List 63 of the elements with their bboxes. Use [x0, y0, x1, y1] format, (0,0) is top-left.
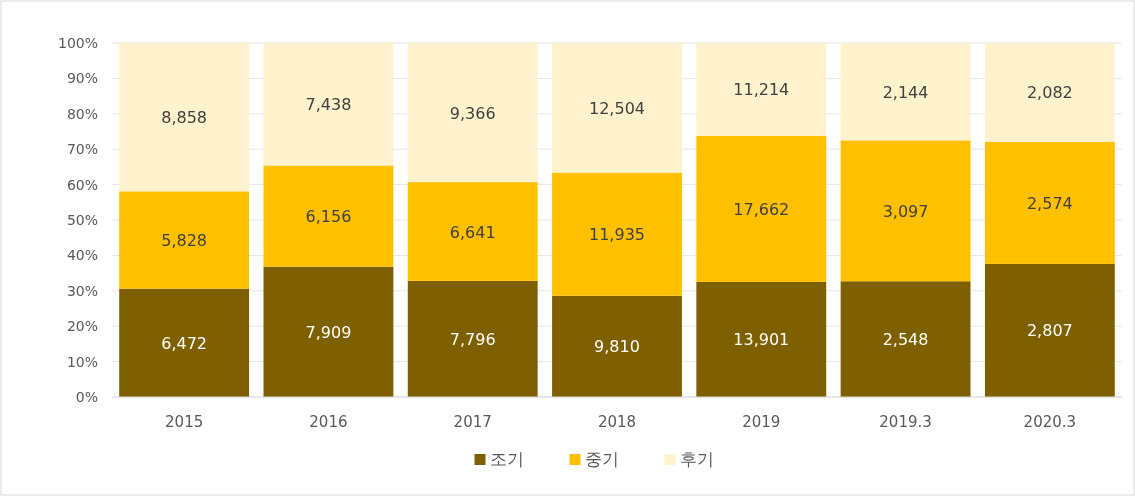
bar — [407, 43, 538, 183]
bar — [263, 43, 394, 166]
x-tick-label: 2017 — [453, 413, 492, 431]
legend-label: 중기 — [584, 449, 619, 469]
bar — [984, 43, 1115, 142]
annotation: 2,144 — [882, 82, 929, 102]
x-tick-label: 2020.3 — [1023, 413, 1077, 431]
annotation: 7,796 — [449, 329, 496, 349]
x-tick-label: 2015 — [165, 413, 204, 431]
y-tick-label: 90% — [66, 70, 98, 87]
bar — [263, 165, 394, 267]
bar — [696, 135, 827, 282]
annotation: 17,662 — [733, 199, 790, 219]
annotation: 3,097 — [882, 201, 929, 221]
legend-label: 후기 — [679, 449, 714, 469]
y-tick-label: 10% — [66, 353, 98, 370]
annotation: 8,858 — [161, 108, 208, 128]
annotation: 6,641 — [449, 222, 496, 242]
legend-label: 조기 — [489, 449, 524, 469]
y-tick-label: 20% — [66, 318, 98, 335]
y-tick-label: 50% — [66, 212, 98, 228]
y-tick-label: 40% — [66, 247, 98, 264]
bar — [840, 281, 971, 397]
x-tick-label: 2019.3 — [879, 413, 932, 431]
annotation: 12,504 — [589, 98, 645, 118]
bar — [696, 281, 827, 397]
annotation: 11,935 — [589, 225, 645, 245]
x-tick-label: 2019 — [742, 413, 781, 431]
bar — [119, 43, 250, 192]
annotation: 6,156 — [305, 207, 352, 227]
annotation: 2,548 — [882, 330, 929, 350]
bar — [119, 288, 250, 397]
x-tick-label: 2018 — [597, 413, 637, 431]
annotation: 9,810 — [594, 337, 640, 357]
annotation: 6,472 — [161, 333, 208, 353]
y-tick-label: 100% — [57, 35, 98, 51]
annotation: 2,807 — [1026, 321, 1073, 341]
y-tick-label: 60% — [66, 176, 98, 193]
annotation: 2,082 — [1026, 83, 1073, 103]
annotation: 13,901 — [733, 330, 790, 350]
annotation: 2,574 — [1026, 193, 1073, 213]
bar — [984, 141, 1115, 264]
bar — [840, 43, 971, 141]
bar — [552, 295, 682, 397]
annotation: 7,438 — [305, 95, 352, 115]
annotation: 9,366 — [449, 103, 496, 123]
x-tick-label: 2016 — [309, 413, 348, 431]
y-tick-label: 70% — [66, 141, 98, 158]
y-tick-label: 30% — [66, 282, 98, 299]
bar — [840, 140, 971, 282]
bar — [407, 280, 538, 397]
annotation: 11,214 — [733, 80, 790, 100]
y-tick-label: 80% — [66, 105, 98, 122]
bar — [263, 266, 394, 397]
annotation: 7,909 — [305, 322, 352, 342]
annotation: 5,828 — [161, 231, 208, 250]
bar — [552, 172, 682, 296]
bar — [407, 182, 538, 281]
bar — [119, 191, 250, 289]
y-tick-label: 0% — [75, 389, 98, 405]
bar — [984, 263, 1115, 397]
bar — [696, 43, 827, 136]
bar — [552, 43, 682, 173]
